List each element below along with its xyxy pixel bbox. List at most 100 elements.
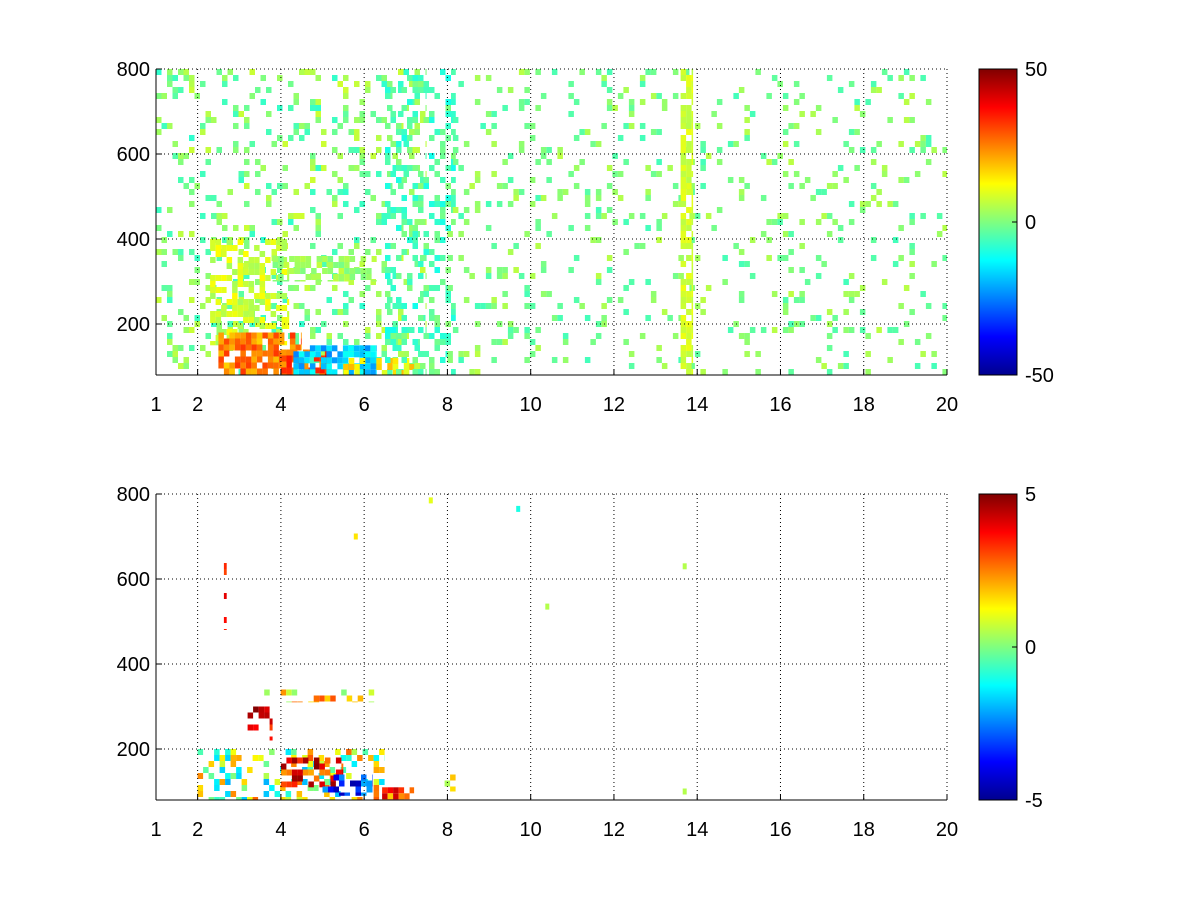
heatmap-cell xyxy=(418,171,424,177)
heatmap-cell xyxy=(518,69,525,75)
heatmap-cell xyxy=(376,135,382,141)
heatmap-cell xyxy=(691,189,694,195)
heatmap-cell xyxy=(429,369,435,375)
heatmap-cell xyxy=(691,111,694,117)
heatmap-cell xyxy=(315,99,321,105)
heatmap-cell xyxy=(304,69,310,75)
heatmap-cell xyxy=(376,75,382,81)
heatmap-cell xyxy=(595,69,602,75)
heatmap-cell xyxy=(274,779,281,785)
heatmap-cell xyxy=(223,629,227,630)
heatmap-cell xyxy=(451,177,456,183)
heatmap-cell xyxy=(233,321,239,327)
heatmap-cell xyxy=(385,303,391,309)
heatmap-cell xyxy=(463,297,470,303)
heatmap-cell xyxy=(348,279,354,285)
heatmap-cell xyxy=(650,171,657,177)
heatmap-cell xyxy=(401,129,407,135)
heatmap-cell xyxy=(346,755,352,761)
heatmap-cell xyxy=(267,344,274,351)
x-tick-label: 18 xyxy=(853,819,875,841)
heatmap-cell xyxy=(401,87,407,93)
heatmap-cell xyxy=(458,81,464,87)
heatmap-cell xyxy=(425,93,427,99)
heatmap-cell xyxy=(848,201,855,207)
heatmap-cell xyxy=(876,189,882,195)
heatmap-cell xyxy=(815,357,822,363)
heatmap-cell xyxy=(639,75,646,81)
heatmap-cell xyxy=(782,141,789,147)
heatmap-cell xyxy=(680,153,687,159)
heatmap-cell xyxy=(628,213,635,219)
heatmap-cell xyxy=(277,135,283,141)
heatmap-cell xyxy=(309,351,316,358)
heatmap-cell xyxy=(925,135,932,141)
heatmap-cell xyxy=(573,297,580,303)
heatmap-cell xyxy=(219,755,226,761)
heatmap-cell xyxy=(606,183,613,189)
heatmap-cell xyxy=(491,303,497,309)
heatmap-cell xyxy=(357,797,363,800)
heatmap-cell xyxy=(332,147,338,153)
heatmap-cell xyxy=(931,351,937,357)
heatmap-cell xyxy=(230,761,237,767)
heatmap-cell xyxy=(557,147,563,153)
heatmap-cell xyxy=(513,243,519,249)
heatmap-cell xyxy=(359,111,365,117)
heatmap-cell xyxy=(445,123,451,129)
heatmap-cell xyxy=(535,225,541,231)
heatmap-cell xyxy=(348,369,354,376)
heatmap-cell xyxy=(227,189,233,195)
heatmap-cell xyxy=(590,237,596,243)
heatmap-cell xyxy=(680,189,687,195)
heatmap-cell xyxy=(799,297,805,303)
heatmap-cell xyxy=(418,327,424,333)
heatmap-cell xyxy=(423,291,429,297)
heatmap-cell xyxy=(414,219,420,225)
heatmap-cell xyxy=(293,93,299,99)
heatmap-cell xyxy=(337,81,343,87)
heatmap-cell xyxy=(865,99,871,105)
heatmap-cell xyxy=(680,333,687,339)
heatmap-cell xyxy=(240,362,246,369)
heatmap-cell xyxy=(595,279,602,285)
heatmap-cell xyxy=(372,780,373,787)
heatmap-cell xyxy=(407,135,413,141)
heatmap-cell xyxy=(686,255,692,261)
heatmap-cell xyxy=(326,351,332,358)
heatmap-cell xyxy=(322,786,328,793)
heatmap-cell xyxy=(385,357,391,363)
heatmap-cell xyxy=(524,285,530,291)
heatmap-cell xyxy=(793,99,800,105)
heatmap-cell xyxy=(612,219,618,225)
heatmap-cell xyxy=(305,274,312,280)
heatmap-cell xyxy=(354,129,360,135)
heatmap-cell xyxy=(354,135,360,141)
heatmap-cell xyxy=(452,159,459,165)
heatmap-cell xyxy=(914,141,921,147)
heatmap-cell xyxy=(265,305,271,311)
heatmap-cell xyxy=(458,357,464,363)
heatmap-cell xyxy=(266,111,272,117)
heatmap-cell xyxy=(385,87,391,93)
heatmap-cell xyxy=(832,327,838,333)
heatmap-cell xyxy=(321,129,327,135)
heatmap-cell xyxy=(359,153,365,159)
heatmap-cell xyxy=(245,362,252,369)
heatmap-cell xyxy=(760,327,767,333)
heatmap-cell xyxy=(909,117,915,123)
heatmap-cell xyxy=(716,99,723,105)
heatmap-cell xyxy=(513,267,519,273)
heatmap-cell xyxy=(425,327,427,333)
heatmap-cell xyxy=(788,231,794,237)
heatmap-cell xyxy=(429,213,435,219)
heatmap-cell xyxy=(354,81,360,87)
heatmap-cell xyxy=(375,369,377,376)
heatmap-cell xyxy=(606,69,613,75)
heatmap-cell xyxy=(507,153,514,159)
heatmap-cell xyxy=(259,299,266,305)
heatmap-cell xyxy=(319,695,325,702)
heatmap-cell xyxy=(200,345,206,351)
heatmap-cell xyxy=(396,225,402,231)
x-tick-labels: 1 2 4 6 8 10 12 14 16 18 20 xyxy=(150,369,958,416)
